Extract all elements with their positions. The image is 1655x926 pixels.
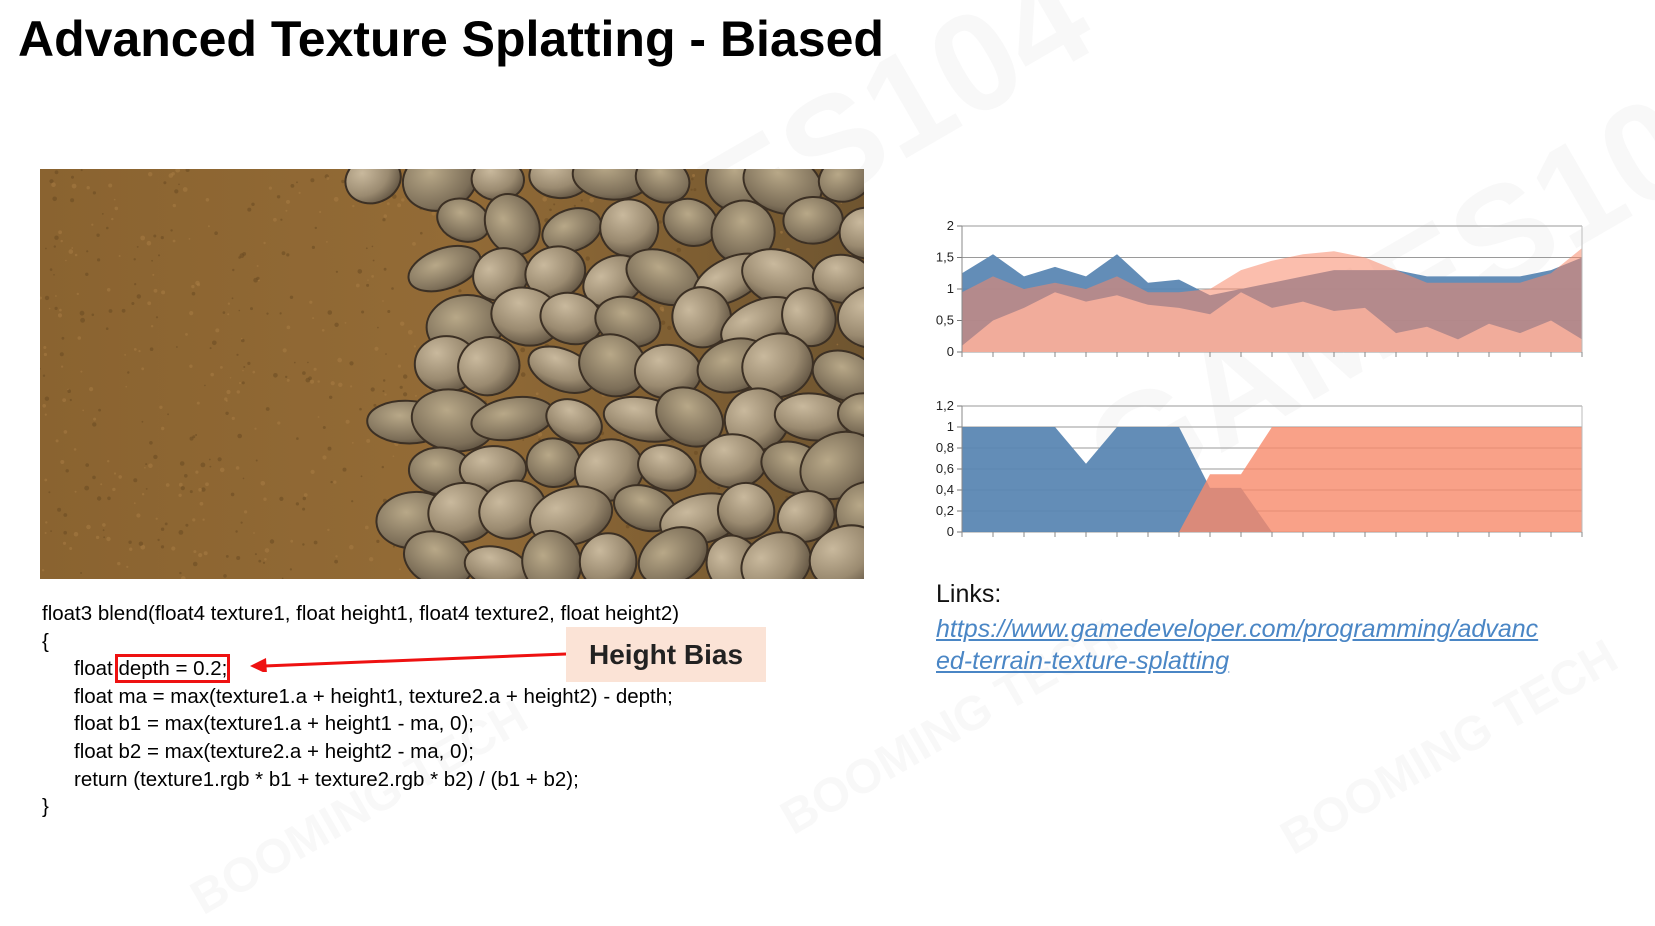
y-tick-label: 1 (947, 419, 954, 434)
y-tick-label: 1 (947, 281, 954, 296)
y-tick-label: 0 (947, 344, 954, 359)
code-line: float b2 = max(texture2.a + height2 - ma… (74, 739, 474, 763)
code-block: float3 blend(float4 texture1, float heig… (42, 600, 679, 821)
y-tick-label: 0,5 (936, 313, 954, 328)
code-line: float3 blend(float4 texture1, float heig… (42, 602, 680, 625)
pebble (637, 444, 697, 492)
blend-weight-chart: 0 0,2 0,4 0,6 0,8 1 1,2 (936, 398, 1583, 539)
code-line: float b1 = max(texture1.a + height1 - ma… (74, 712, 474, 736)
y-tick-label: 0,4 (936, 482, 954, 497)
code-line: } (42, 795, 49, 819)
pebble (811, 349, 864, 403)
reference-link[interactable]: https://www.gamedeveloper.com/programmin… (936, 613, 1538, 677)
height-chart: 0 0,5 1 1,5 2 (936, 218, 1583, 359)
pebble (808, 524, 864, 579)
red-arrow-icon (250, 652, 567, 672)
y-tick-label: 1,5 (936, 250, 954, 265)
code-line: float ma = max(texture1.a + height1, tex… (74, 684, 673, 708)
links-section: Links: https://www.gamedeveloper.com/pro… (936, 580, 1538, 677)
y-tick-label: 0,8 (936, 440, 954, 455)
code-line: float depth = 0.2; (42, 654, 679, 684)
depth-highlight: depth = 0.2; (115, 654, 231, 684)
pebble (782, 195, 844, 245)
y-tick-label: 2 (947, 218, 954, 233)
pebble (483, 193, 541, 256)
pebble (655, 386, 724, 448)
pebble (634, 169, 691, 204)
y-tick-label: 0,2 (936, 503, 954, 518)
pebble (407, 244, 482, 293)
pebble (781, 287, 837, 348)
pebble (838, 206, 864, 260)
pebble (740, 531, 812, 579)
height-bias-label: Height Bias (566, 627, 766, 682)
link-text-line1: https://www.gamedeveloper.com/programmin… (936, 615, 1539, 643)
pebble (344, 169, 402, 205)
area-series (962, 248, 1582, 352)
link-text-line2: ed-terrain-texture-splatting (936, 647, 1230, 675)
y-tick-label: 0,6 (936, 461, 954, 476)
code-token: float (74, 657, 113, 681)
area-series (962, 427, 1582, 532)
pebble (776, 490, 836, 543)
links-heading: Links: (936, 580, 1002, 608)
code-line: return (texture1.rgb * b1 + texture2.rgb… (74, 767, 579, 791)
pebble (817, 169, 864, 203)
pebble (521, 529, 583, 579)
terrain-texture-image (40, 169, 864, 579)
pebble (671, 286, 732, 349)
pebble (836, 284, 864, 349)
slide-title: Advanced Texture Splatting - Biased (18, 11, 884, 67)
pebble (741, 332, 814, 399)
code-line: { (42, 629, 49, 653)
pebble (457, 336, 521, 397)
pebble (545, 398, 603, 445)
pebble (578, 532, 638, 579)
area-series (962, 427, 1582, 532)
y-tick-label: 0 (947, 524, 954, 539)
y-tick-label: 1,2 (936, 398, 954, 413)
sand-gravel-picture (40, 169, 864, 579)
pebble (637, 526, 709, 579)
